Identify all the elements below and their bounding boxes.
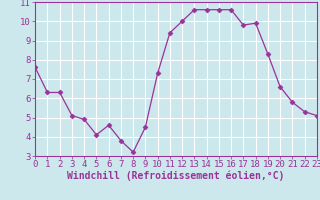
X-axis label: Windchill (Refroidissement éolien,°C): Windchill (Refroidissement éolien,°C) (67, 171, 285, 181)
